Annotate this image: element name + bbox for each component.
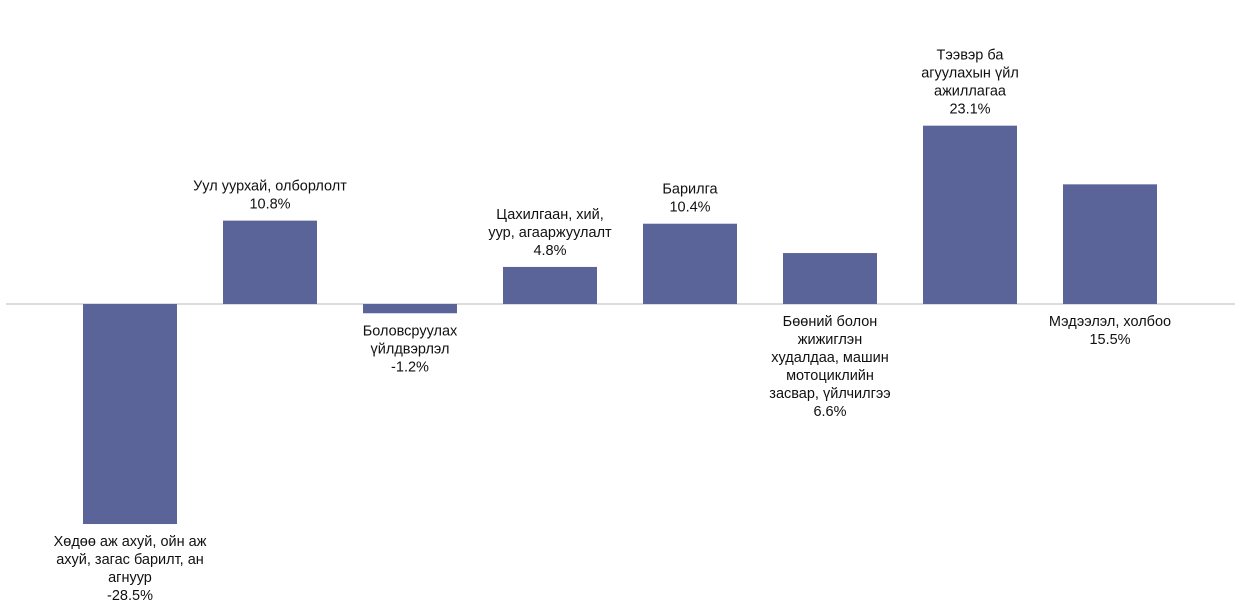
category-label-line: агуулахын үйл	[921, 66, 1019, 82]
value-label: -1.2%	[391, 359, 429, 375]
data-label-6: Тээвэр ба агуулахын үйл ажиллагаа 23.1%	[921, 48, 1019, 118]
bar-1	[223, 220, 317, 304]
value-label: 15.5%	[1089, 332, 1130, 348]
data-label-1: Уул уурхай, олборлолт 10.8%	[193, 179, 347, 213]
data-label-3: Цахилгаан, хий, уур, агааржуулалт 4.8%	[488, 207, 612, 259]
value-label: 10.8%	[249, 197, 290, 213]
category-label-line: худалдаа, машин	[771, 350, 888, 366]
category-label-line: Хөдөө аж ахуй, ойн аж	[54, 534, 207, 550]
data-label-2: Боловсруулах үйлдвэрлэл -1.2%	[363, 323, 458, 375]
bar-7	[1063, 184, 1157, 304]
category-label-line: үйлдвэрлэл	[371, 341, 450, 357]
category-label-line: Бөөний болон	[783, 314, 878, 330]
data-label-4: Барилга 10.4%	[662, 182, 718, 216]
data-label-0: Хөдөө аж ахуй, ойн аж ахуй, загас барилт,…	[54, 534, 207, 604]
category-label-line: ахуй, загас барилт, ан	[56, 552, 204, 568]
bar-0	[83, 304, 177, 525]
category-label-line: мотоциклийн	[786, 368, 874, 384]
data-label-5: Бөөний болон жижиглэн худалдаа, машин мотоц…	[769, 314, 890, 420]
bar-2	[363, 304, 457, 314]
category-label-line: Мэдээлэл, холбоо	[1049, 314, 1171, 330]
data-label-7: Мэдээлэл, холбоо 15.5%	[1049, 314, 1171, 348]
value-label: 23.1%	[949, 102, 990, 118]
category-label-line: Боловсруулах	[363, 323, 458, 339]
category-label-line: жижиглэн	[798, 332, 862, 348]
value-label: -28.5%	[107, 588, 153, 604]
category-label-line: уур, агааржуулалт	[488, 225, 612, 241]
category-label-line: Цахилгаан, хий,	[496, 207, 604, 223]
bar-3	[503, 266, 597, 304]
category-label-line: Барилга	[662, 182, 718, 198]
value-label: 10.4%	[669, 200, 710, 216]
value-label: 6.6%	[813, 404, 846, 420]
category-label-line: ажиллагаа	[934, 84, 1007, 100]
value-label: 4.8%	[533, 243, 566, 259]
category-label-line: Тээвэр ба	[937, 48, 1005, 64]
bar-6	[923, 125, 1017, 304]
category-label-line: Уул уурхай, олборлолт	[193, 179, 347, 195]
bar-5	[783, 253, 877, 304]
category-label-line: агнуур	[108, 570, 152, 586]
bar-4	[643, 223, 737, 304]
category-label-line: засвар, үйлчилгээ	[769, 386, 890, 402]
